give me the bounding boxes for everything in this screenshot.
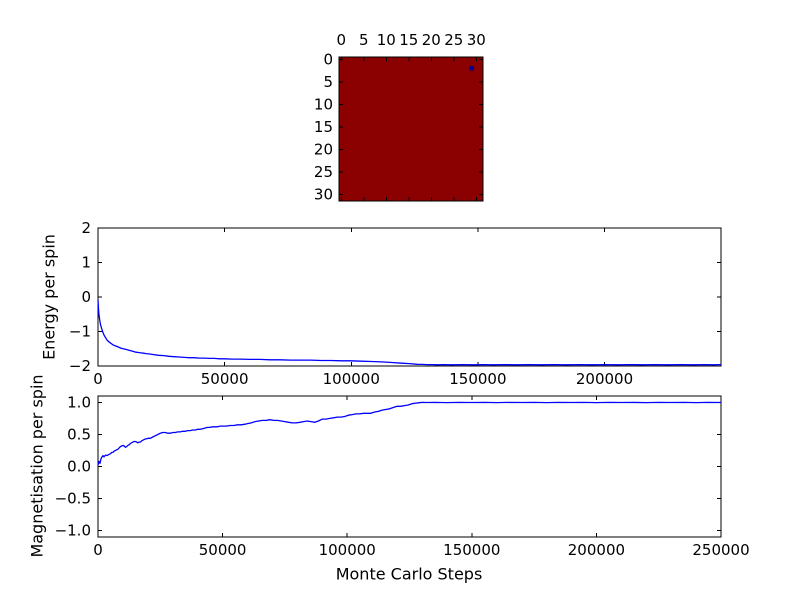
x-tick-label: 50000	[199, 541, 247, 559]
lattice-x-tick-label: 10	[377, 31, 396, 49]
x-tick-label: 0	[93, 370, 103, 388]
y-tick-label: 1	[81, 254, 91, 272]
magnetisation-series	[97, 401, 722, 466]
lattice-x-tick-label: 15	[399, 31, 418, 49]
lattice-x-tick-label: 25	[444, 31, 463, 49]
x-tick-label: 100000	[323, 370, 380, 388]
x-tick-label: 250000	[692, 541, 749, 559]
plot-frame	[97, 395, 722, 538]
y-tick-label: −1.0	[55, 522, 91, 540]
x-tick-label: 150000	[443, 541, 500, 559]
lattice-x-tick-label: 5	[359, 31, 369, 49]
y-tick-label: 0	[81, 288, 91, 306]
lattice-y-tick-label: 15	[314, 118, 333, 136]
lattice-x-tick-label: 0	[336, 31, 346, 49]
x-tick-label: 0	[93, 541, 103, 559]
x-tick-label: 200000	[568, 541, 625, 559]
x-tick-label: 50000	[201, 370, 249, 388]
plot-frame	[338, 56, 484, 202]
lattice-minority-spin	[469, 66, 474, 71]
energy-series	[97, 299, 722, 366]
lattice-y-tick-label: 10	[314, 95, 333, 113]
lattice-y-tick-label: 25	[314, 163, 333, 181]
y-tick-label: −0.5	[55, 490, 91, 508]
lattice-y-tick-label: 20	[314, 140, 333, 158]
lattice-y-tick-label: 0	[323, 50, 333, 68]
y-tick-label: 2	[81, 219, 91, 237]
y-tick-label: −2	[69, 357, 91, 375]
lattice-x-tick-label: 20	[422, 31, 441, 49]
energy-axes: 0 50000 100000 150000 200000 2 1 0 −1 −2	[69, 219, 722, 388]
x-tick-label: 150000	[449, 370, 506, 388]
lattice-y-tick-label: 5	[323, 73, 333, 91]
y-tick-label: 0.0	[67, 458, 91, 476]
magnetisation-axes: 0 50000 100000 150000 200000 250000 1.0 0.5 0.0 −…	[55, 393, 750, 559]
y-tick-label: 0.5	[67, 425, 91, 443]
x-axis-label: Monte Carlo Steps	[335, 564, 483, 584]
magnetisation-y-axis-label: Magnetisation per spin	[27, 374, 47, 558]
lattice-heatmap	[339, 57, 483, 201]
y-tick-label: −1	[69, 323, 91, 341]
x-tick-label: 100000	[319, 541, 376, 559]
energy-y-axis-label: Energy per spin	[39, 234, 59, 360]
lattice-y-tick-label: 30	[314, 185, 333, 203]
lattice-x-tick-label: 30	[467, 31, 486, 49]
y-tick-label: 1.0	[67, 393, 91, 411]
x-tick-label: 200000	[576, 370, 633, 388]
